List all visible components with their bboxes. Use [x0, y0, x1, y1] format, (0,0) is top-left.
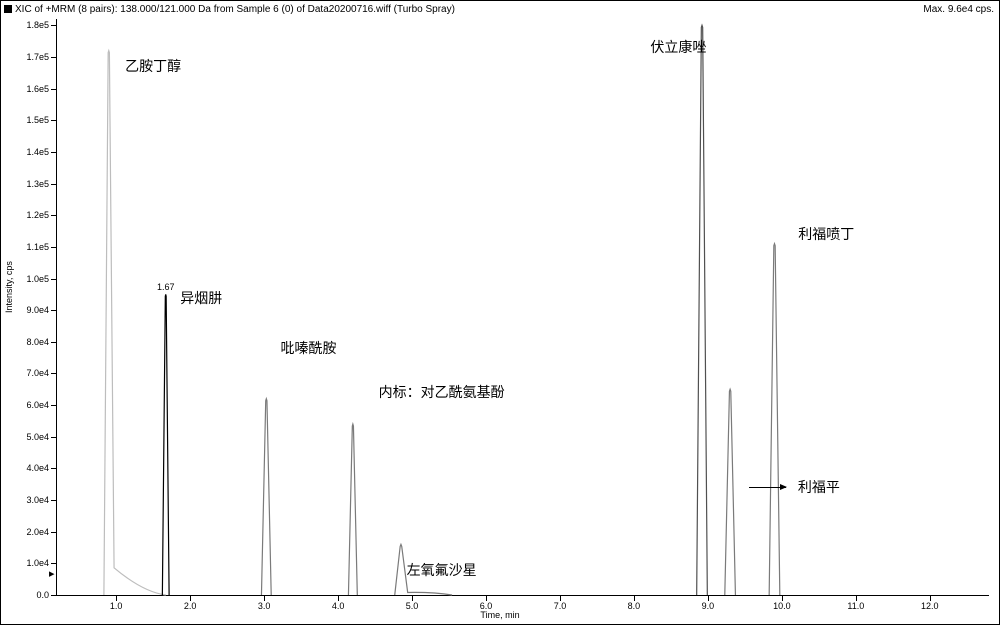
y-tick	[51, 373, 57, 374]
peak-annotation: 利福平	[798, 477, 840, 497]
y-tick	[51, 152, 57, 153]
peak-annotation: 左氧氟沙星	[407, 560, 477, 580]
x-tick-label: 3.0	[258, 601, 271, 611]
y-tick	[51, 468, 57, 469]
y-tick-label: 8.0e4	[26, 337, 49, 347]
peak-trace	[348, 424, 357, 595]
x-tick-label: 9.0	[702, 601, 715, 611]
y-tick	[51, 247, 57, 248]
peak-annotation: 乙胺丁醇	[125, 56, 181, 76]
y-tick-label: 1.0e5	[26, 274, 49, 284]
x-tick-label: 10.0	[773, 601, 791, 611]
y-tick	[51, 184, 57, 185]
peak-annotation: 利福喷丁	[798, 224, 854, 244]
peak-trace	[104, 51, 166, 595]
y-tick	[51, 89, 57, 90]
y-tick	[51, 310, 57, 311]
y-tick	[51, 500, 57, 501]
header-bar: XIC of +MRM (8 pairs): 138.000/121.000 D…	[2, 2, 998, 16]
y-tick-label: 3.0e4	[26, 495, 49, 505]
y-tick	[51, 279, 57, 280]
annotation-arrow	[749, 487, 786, 488]
y-tick-label: 1.8e5	[26, 20, 49, 30]
y-axis-title: Intensity, cps	[4, 261, 14, 313]
x-tick-label: 1.0	[110, 601, 123, 611]
x-axis-title: Time, min	[480, 610, 519, 620]
x-tick-label: 4.0	[332, 601, 345, 611]
y-tick	[51, 25, 57, 26]
peak-annotation: 伏立康唑	[650, 37, 706, 57]
origin-marker: ▸	[49, 567, 55, 580]
x-tick-label: 7.0	[554, 601, 567, 611]
peak-trace	[162, 294, 169, 595]
y-tick-label: 6.0e4	[26, 400, 49, 410]
y-tick-label: 1.3e5	[26, 179, 49, 189]
y-tick-label: 1.7e5	[26, 52, 49, 62]
peak-annotation: 异烟肼	[180, 288, 222, 308]
y-tick-label: 1.2e5	[26, 210, 49, 220]
y-tick	[51, 57, 57, 58]
header-right-text: Max. 9.6e4 cps.	[923, 4, 998, 15]
y-tick-label: 7.0e4	[26, 368, 49, 378]
x-tick-label: 12.0	[921, 601, 939, 611]
x-tick-label: 11.0	[847, 601, 864, 611]
y-tick-label: 2.0e4	[26, 527, 49, 537]
y-tick	[51, 595, 57, 596]
peak-trace	[697, 25, 708, 595]
header-left-text: XIC of +MRM (8 pairs): 138.000/121.000 D…	[15, 4, 923, 15]
y-tick-label: 0.0	[36, 590, 49, 600]
y-tick	[51, 405, 57, 406]
y-tick-label: 1.5e5	[26, 115, 49, 125]
peak-trace	[769, 244, 780, 595]
peak-annotation: 吡嗪酰胺	[280, 338, 336, 358]
x-tick-label: 8.0	[628, 601, 641, 611]
chromatogram-frame: XIC of +MRM (8 pairs): 138.000/121.000 D…	[0, 0, 1000, 625]
y-tick-label: 4.0e4	[26, 463, 49, 473]
y-tick	[51, 120, 57, 121]
y-tick-label: 1.1e5	[26, 242, 49, 252]
y-tick	[51, 215, 57, 216]
retention-time-label: 1.67	[157, 282, 175, 292]
y-tick-label: 5.0e4	[26, 432, 49, 442]
peak-trace	[261, 399, 271, 595]
y-tick	[51, 532, 57, 533]
plot-area: ▸ 0.01.0e42.0e43.0e44.0e45.0e46.0e47.0e4…	[56, 19, 989, 596]
y-tick-label: 1.4e5	[26, 147, 49, 157]
y-tick-label: 1.0e4	[26, 558, 49, 568]
y-tick-label: 9.0e4	[26, 305, 49, 315]
trace-color-icon	[4, 5, 12, 13]
x-tick-label: 5.0	[406, 601, 419, 611]
peak-trace	[725, 389, 736, 595]
y-tick-label: 1.6e5	[26, 84, 49, 94]
y-tick	[51, 437, 57, 438]
x-tick-label: 2.0	[184, 601, 197, 611]
y-tick	[51, 342, 57, 343]
y-tick	[51, 563, 57, 564]
peak-annotation: 内标：对乙酰氨基酚	[379, 382, 505, 402]
